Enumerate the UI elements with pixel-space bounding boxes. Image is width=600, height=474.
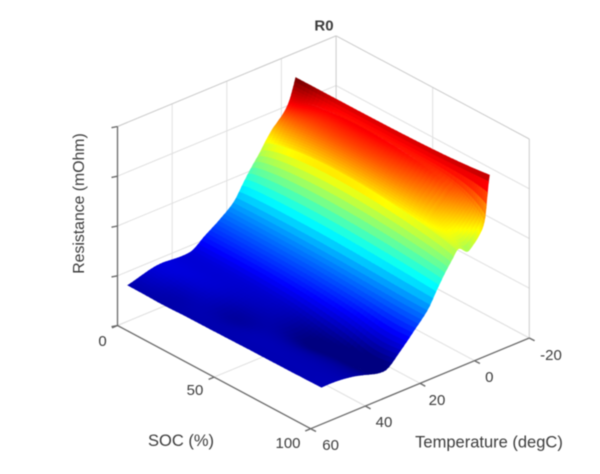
svg-text:100: 100	[275, 435, 300, 452]
svg-text:50: 50	[187, 382, 204, 399]
svg-text:R0: R0	[314, 18, 333, 35]
svg-text:Resistance (mOhm): Resistance (mOhm)	[71, 133, 88, 273]
svg-text:0: 0	[485, 369, 493, 386]
svg-text:Temperature (degC): Temperature (degC)	[415, 434, 563, 452]
svg-text:SOC (%): SOC (%)	[148, 432, 214, 450]
svg-text:0: 0	[98, 333, 106, 350]
svg-text:40: 40	[376, 414, 393, 431]
svg-text:60: 60	[322, 437, 339, 454]
svg-text:20: 20	[429, 392, 446, 409]
svg-text:-20: -20	[540, 347, 562, 364]
